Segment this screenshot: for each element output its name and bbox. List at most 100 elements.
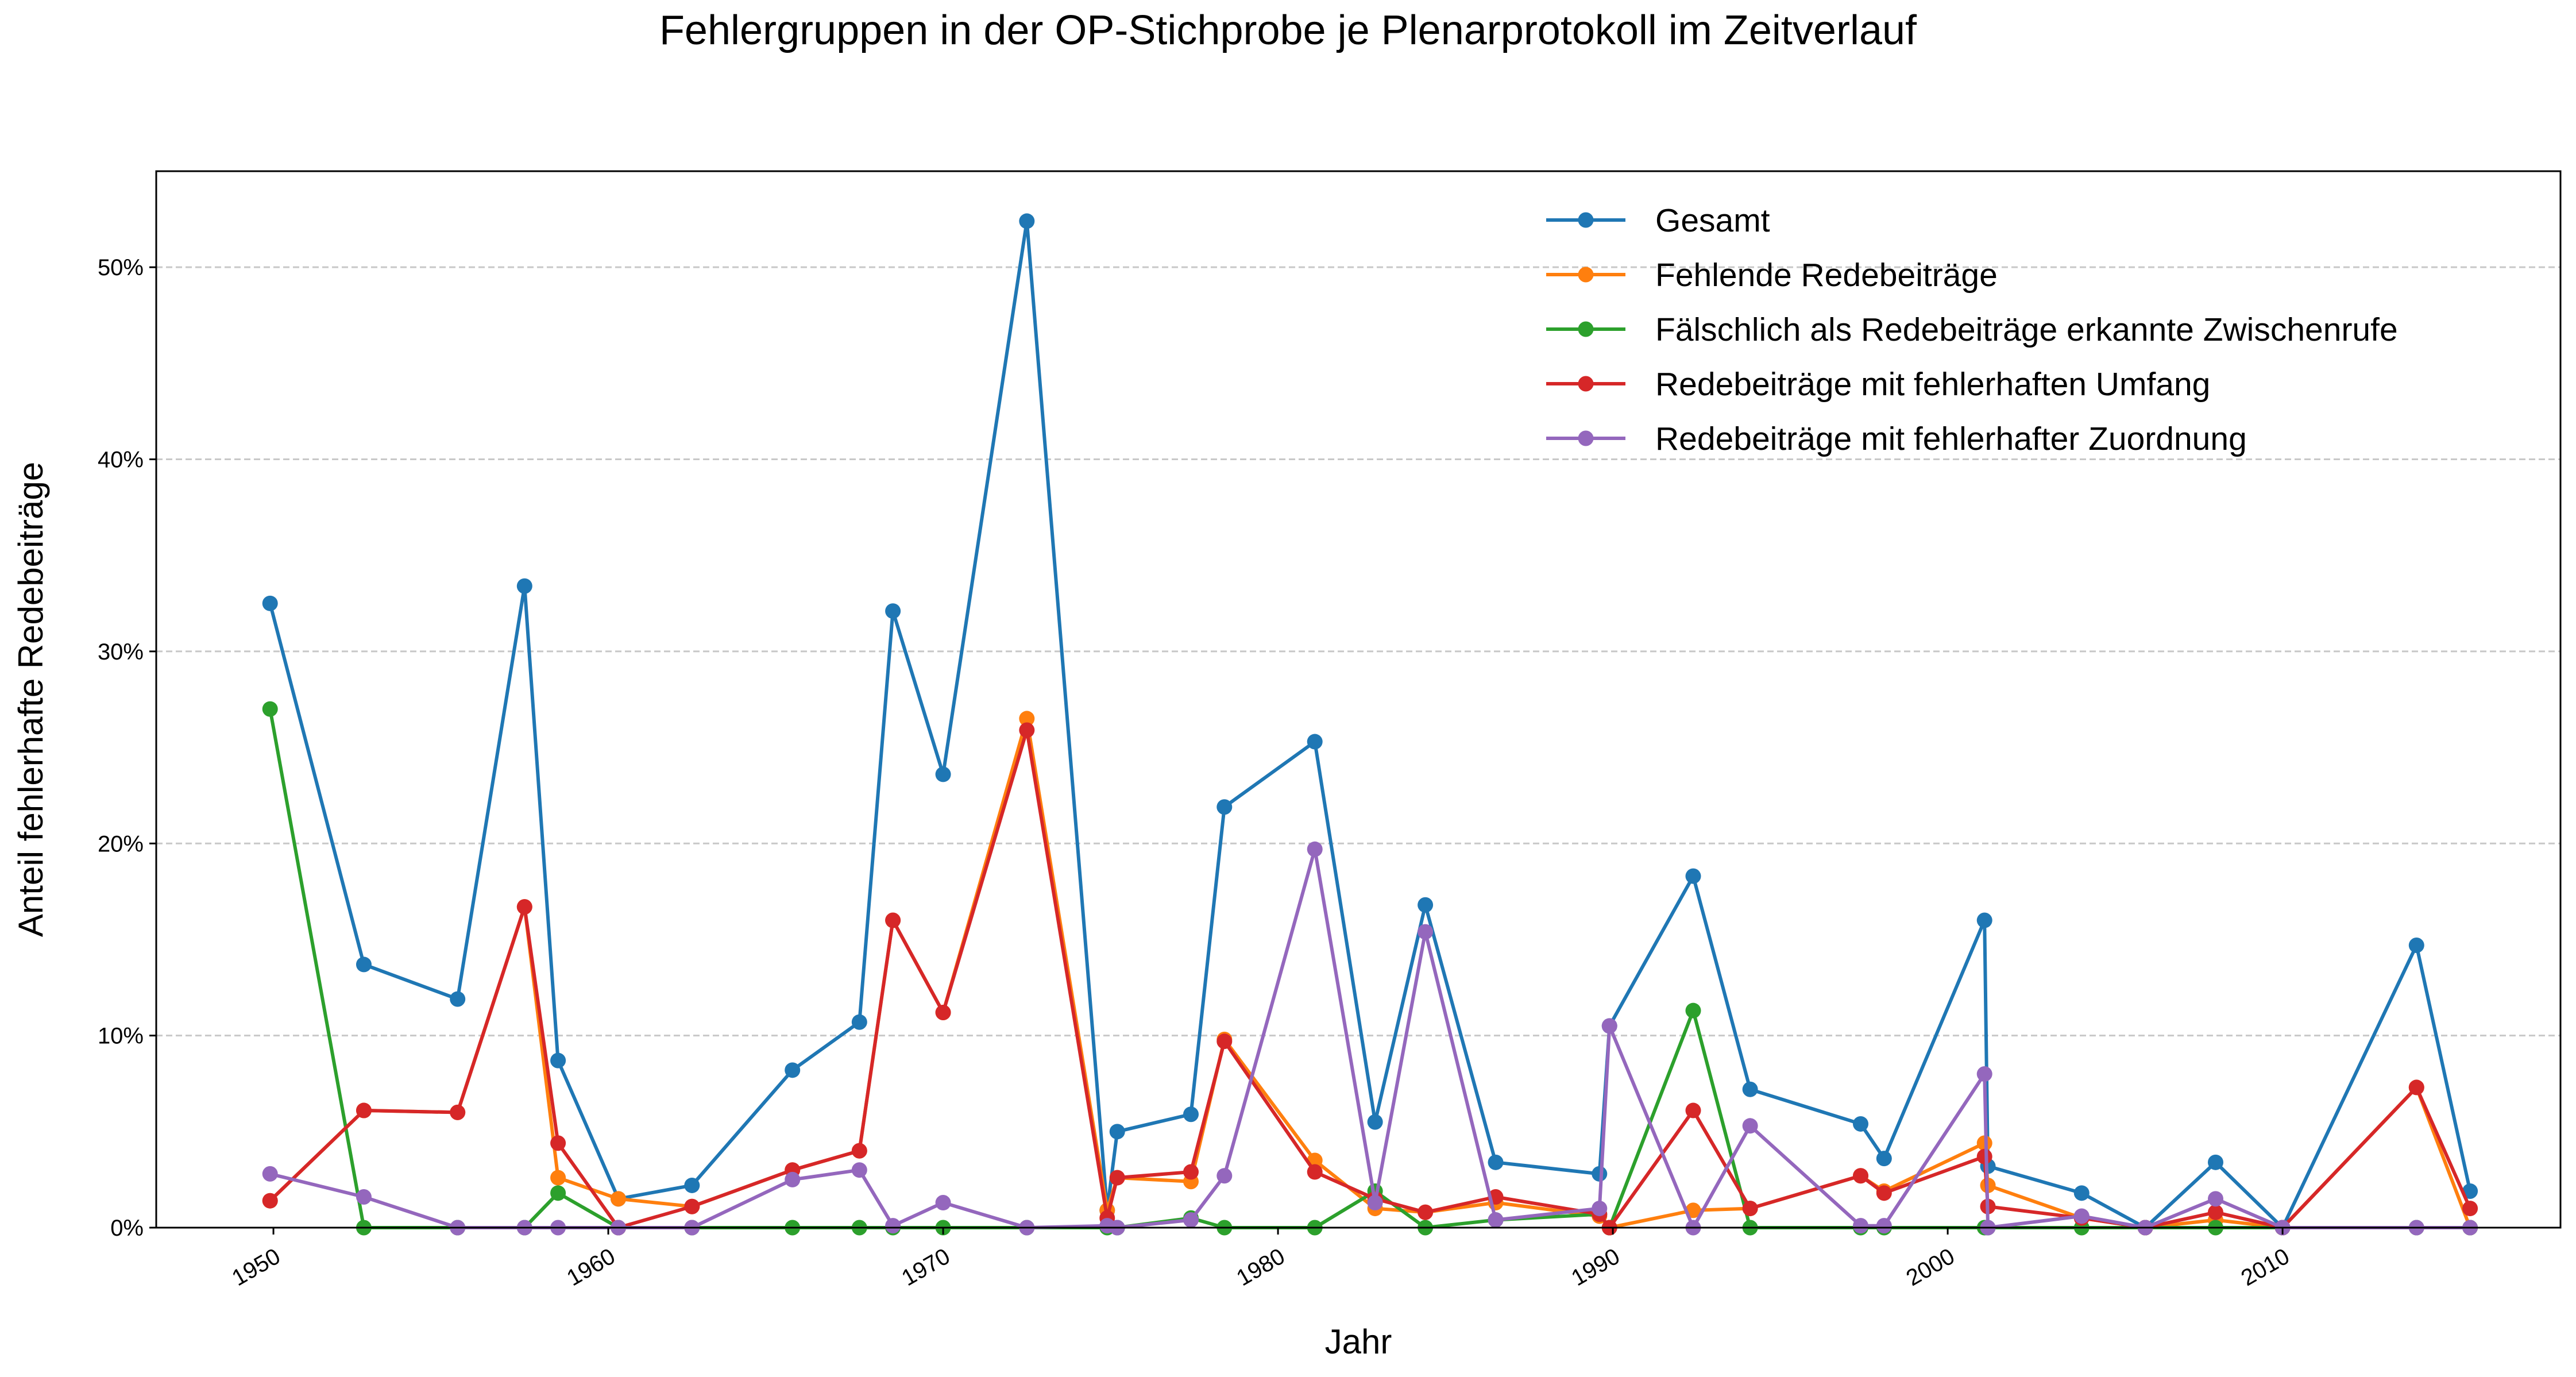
series-4 <box>262 841 2478 1236</box>
data-point <box>1183 1164 1199 1180</box>
data-point <box>885 1218 901 1234</box>
data-point <box>550 1185 566 1201</box>
data-point <box>1109 1170 1125 1186</box>
legend-label: Fälschlich als Redebeiträge erkannte Zwi… <box>1655 311 2398 348</box>
data-point <box>1216 1033 1233 1050</box>
series-2 <box>262 701 2478 1236</box>
legend-marker <box>1578 267 1594 283</box>
data-point <box>935 1195 951 1211</box>
series-line <box>269 728 2472 1229</box>
data-point <box>1019 722 1035 738</box>
data-point <box>2208 1191 2224 1207</box>
legend-marker <box>1578 212 1594 228</box>
data-point <box>2073 1185 2090 1201</box>
data-point <box>1742 1081 1758 1097</box>
data-point <box>785 1171 801 1187</box>
data-point <box>262 595 278 611</box>
y-tick-label: 20% <box>98 831 144 857</box>
x-tick-label: 2000 <box>1902 1244 1959 1291</box>
data-point <box>1742 1201 1758 1217</box>
data-point <box>885 912 901 928</box>
plot-frame <box>155 170 2562 1229</box>
series-0 <box>262 213 2478 1236</box>
data-point <box>2408 937 2424 953</box>
data-point <box>684 1177 700 1193</box>
data-point <box>1418 924 1434 940</box>
data-point <box>1592 1166 1608 1182</box>
data-point <box>1307 841 1323 857</box>
series-1 <box>262 711 2478 1236</box>
data-point <box>450 1104 466 1120</box>
data-point <box>1019 711 1035 727</box>
data-point <box>1876 1218 1892 1234</box>
series-line <box>269 716 2472 1229</box>
data-point <box>1876 1185 1892 1201</box>
x-tick-label: 1980 <box>1233 1244 1289 1291</box>
data-point <box>2408 1079 2424 1096</box>
y-tick-label: 50% <box>98 255 144 280</box>
data-point <box>2208 1204 2224 1220</box>
legend-marker <box>1578 321 1594 337</box>
data-point <box>1853 1168 1869 1184</box>
data-point <box>1418 897 1434 913</box>
data-point <box>851 1162 867 1178</box>
legend-label: Redebeiträge mit fehlerhafter Zuordnung <box>1655 421 2247 457</box>
data-point <box>516 578 532 594</box>
data-point <box>1109 1124 1125 1140</box>
data-point <box>1685 868 1701 884</box>
legend-item: Fälschlich als Redebeiträge erkannte Zwi… <box>1546 311 2398 348</box>
data-point <box>851 1014 867 1030</box>
data-point <box>2208 1154 2224 1170</box>
x-tick-label: 2010 <box>2237 1244 2294 1291</box>
legend-marker <box>1578 430 1594 446</box>
data-point <box>356 1102 372 1118</box>
data-point <box>1876 1151 1892 1167</box>
legend-item: Gesamt <box>1546 202 1770 239</box>
data-point <box>356 956 372 973</box>
legend-item: Redebeiträge mit fehlerhaften Umfang <box>1546 366 2210 403</box>
data-point <box>935 766 951 782</box>
data-point <box>2073 1208 2090 1224</box>
x-tick-label: 1970 <box>898 1244 955 1291</box>
data-point <box>1307 734 1323 750</box>
data-point <box>1367 1195 1383 1211</box>
x-tick-label: 1990 <box>1567 1244 1624 1291</box>
legend: Gesamt Fehlende Redebeiträge Fälschlich al… <box>1546 202 2398 457</box>
y-tick-label: 10% <box>98 1024 144 1049</box>
data-point <box>1418 1204 1434 1220</box>
data-point <box>935 1005 951 1021</box>
data-point <box>550 1135 566 1151</box>
data-point <box>785 1062 801 1078</box>
data-point <box>1307 1164 1323 1180</box>
data-point <box>1488 1154 1504 1170</box>
data-point <box>550 1170 566 1186</box>
data-point <box>1183 1106 1199 1123</box>
data-point <box>1853 1218 1869 1234</box>
series-3 <box>262 722 2478 1236</box>
series-line <box>268 708 2470 1229</box>
series-line <box>268 219 2472 1229</box>
data-point <box>2462 1201 2478 1217</box>
data-point <box>1488 1212 1504 1228</box>
data-point <box>1367 1114 1383 1130</box>
data-point <box>262 1166 278 1182</box>
data-point <box>516 899 532 915</box>
data-point <box>1976 1148 1992 1164</box>
x-tick-label: 1950 <box>227 1244 284 1291</box>
data-point <box>550 1052 566 1069</box>
data-point <box>851 1143 867 1159</box>
data-point <box>1216 1168 1233 1184</box>
chart-title: Fehlergruppen in der OP-Stichprobe je Pl… <box>659 7 1917 53</box>
legend-label: Redebeiträge mit fehlerhaften Umfang <box>1655 366 2210 403</box>
data-point <box>1019 213 1035 229</box>
data-point <box>1685 1102 1701 1118</box>
series-line <box>269 847 2470 1229</box>
legend-label: Gesamt <box>1655 202 1770 239</box>
y-tick-label: 30% <box>98 639 144 665</box>
y-axis-label: Anteil fehlerhafte Redebeiträge <box>11 462 50 937</box>
data-point <box>262 1193 278 1209</box>
data-point <box>450 991 466 1007</box>
data-point <box>1601 1018 1617 1034</box>
data-point <box>356 1189 372 1205</box>
